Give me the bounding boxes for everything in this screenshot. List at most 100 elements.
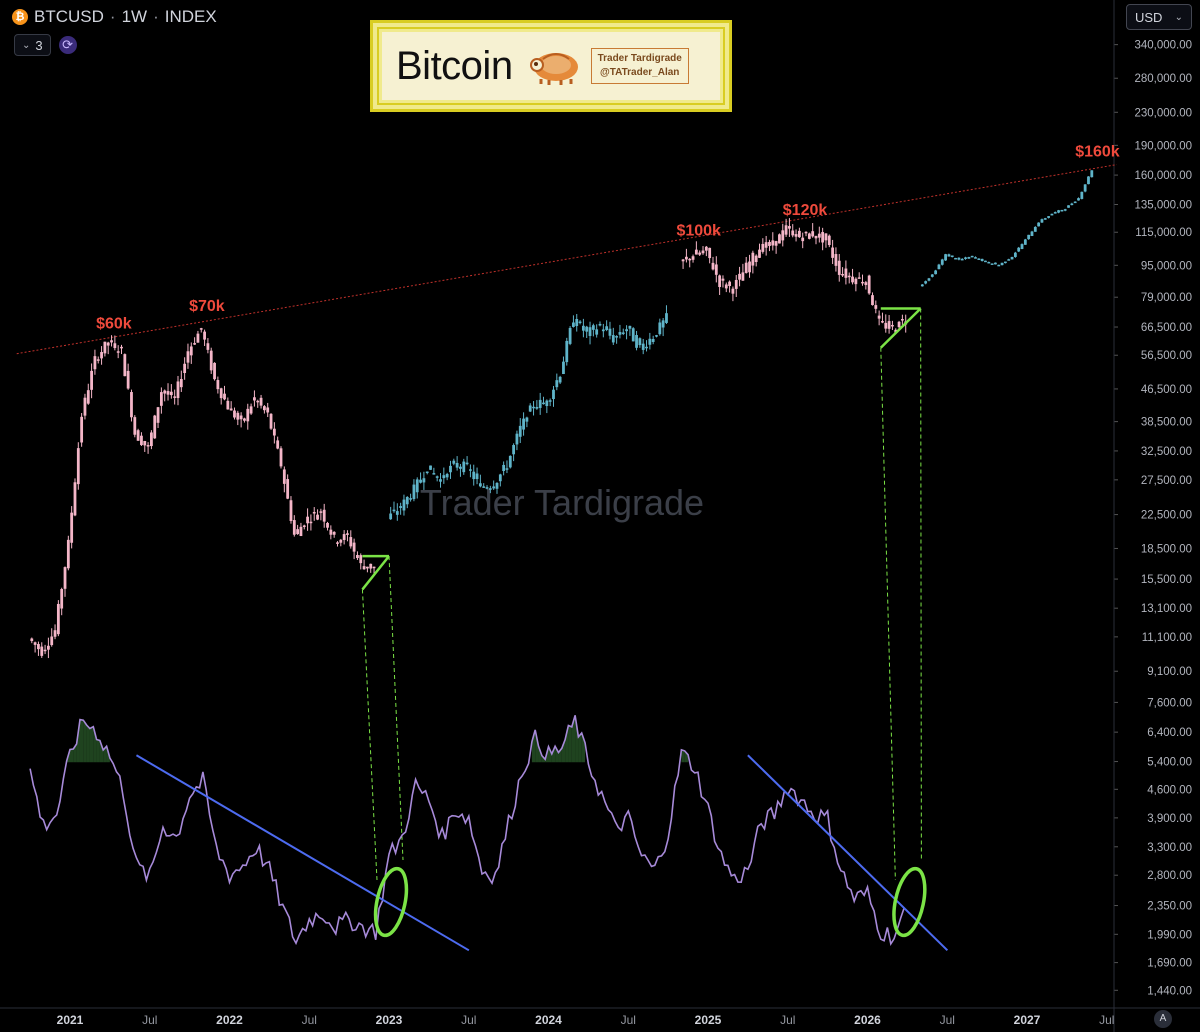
breakout-circle — [892, 866, 927, 938]
candle-body — [196, 333, 200, 343]
candle-body — [844, 268, 848, 278]
candle-body — [389, 513, 393, 520]
candle-body — [193, 343, 197, 345]
candle-body — [984, 260, 987, 263]
indicators-toggle-button[interactable]: ⌄ 3 — [14, 34, 51, 56]
candle-body — [296, 529, 300, 535]
time-tick-label: Jul — [940, 1013, 955, 1027]
candle-body — [688, 258, 692, 261]
candle-body — [1013, 252, 1017, 257]
candle-body — [515, 433, 519, 445]
indicator-controls: ⌄ 3 ⟳ — [14, 34, 77, 56]
candle-body — [183, 363, 187, 374]
candle-body — [449, 465, 452, 473]
candle-body — [359, 555, 363, 564]
symbol-label[interactable]: BTCUSD — [34, 7, 104, 26]
candle-body — [788, 226, 791, 229]
candle-body — [86, 390, 90, 404]
candle-body — [93, 356, 97, 370]
currency-selector[interactable]: USD ⌄ — [1126, 4, 1192, 30]
candle-body — [585, 326, 589, 332]
candle-body — [874, 305, 878, 309]
candle-body — [967, 257, 971, 259]
auto-scale-button[interactable]: A — [1154, 1010, 1172, 1028]
price-tick-label: 18,500.00 — [1141, 543, 1192, 555]
triangle-pattern — [361, 554, 404, 881]
candle-body — [316, 514, 319, 520]
candle-body — [40, 646, 44, 656]
candle-body — [628, 325, 632, 329]
candle-body — [638, 338, 642, 346]
candle-body — [924, 281, 928, 284]
candle-body — [957, 257, 961, 260]
candle-body — [891, 324, 894, 327]
candle-body — [1017, 247, 1021, 252]
fill-segment — [578, 732, 582, 763]
candle-body — [1023, 239, 1027, 245]
candle-body — [455, 462, 459, 468]
candle-body — [133, 417, 137, 435]
candle-body — [881, 321, 884, 323]
separator: · — [109, 7, 116, 26]
candle-body — [827, 235, 831, 246]
candle-body — [608, 328, 612, 336]
candle-body — [980, 258, 984, 262]
price-tick-label: 38,500.00 — [1141, 417, 1192, 429]
candle-body — [625, 329, 628, 332]
candle-body — [186, 351, 190, 363]
candle-body — [462, 461, 466, 473]
candle-body — [279, 448, 283, 467]
candle-body — [419, 479, 422, 483]
candle-body — [226, 400, 230, 410]
candle-body — [698, 252, 702, 255]
logo-title: Bitcoin — [396, 43, 513, 88]
candle-body — [1077, 198, 1080, 201]
candle-body — [691, 256, 695, 260]
projection-line — [920, 308, 922, 861]
candle-body — [1070, 203, 1074, 206]
fill-segment — [565, 725, 569, 763]
candle-body — [681, 259, 685, 262]
chart-header: ₿ BTCUSD · 1W · INDEX — [12, 6, 217, 28]
candle-body — [432, 473, 436, 475]
candle-body — [940, 259, 944, 265]
candle-body — [565, 340, 569, 363]
candle-body — [292, 520, 296, 535]
candle-body — [1010, 256, 1014, 260]
candle-body — [864, 282, 868, 286]
candle-body — [797, 230, 801, 238]
candle-body — [658, 322, 662, 335]
candle-body — [442, 475, 446, 479]
candle-body — [425, 471, 429, 474]
time-tick-label: 2021 — [57, 1013, 84, 1027]
candle-body — [724, 284, 728, 289]
oscillator-overbought-fill — [66, 715, 689, 763]
refresh-icon[interactable]: ⟳ — [58, 36, 77, 54]
candle-body — [306, 516, 309, 524]
candle-body — [854, 278, 858, 285]
candle-body — [342, 534, 346, 540]
candle-body — [472, 471, 476, 480]
candle-body — [405, 496, 409, 505]
author-handle: @TATrader_Alan — [600, 67, 680, 78]
candle-body — [106, 342, 110, 346]
candle-body — [575, 318, 579, 327]
candle-body — [213, 362, 216, 380]
price-tick-label: 4,600.00 — [1147, 784, 1192, 796]
candle-body — [173, 396, 177, 398]
candle-body — [56, 603, 60, 635]
interval-label[interactable]: 1W — [121, 7, 148, 26]
candle-body — [236, 412, 240, 420]
price-tick-label: 1,990.00 — [1147, 929, 1192, 941]
candle-body — [1060, 209, 1064, 212]
fill-segment — [70, 748, 74, 763]
candle-body — [179, 379, 183, 388]
candle-body — [130, 392, 133, 418]
candle-body — [841, 273, 844, 276]
price-tick-label: 340,000.00 — [1134, 40, 1192, 52]
candle-body — [532, 406, 535, 409]
candle-body — [1037, 222, 1041, 227]
price-tick-label: 230,000.00 — [1134, 107, 1192, 119]
oscillator-trendline — [747, 754, 949, 952]
